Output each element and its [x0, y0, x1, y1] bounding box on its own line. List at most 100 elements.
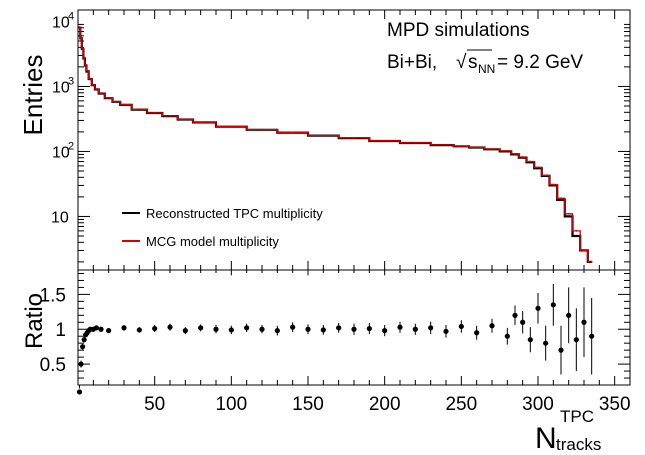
- bottom-ylabel: Ratio: [21, 293, 48, 349]
- ratio-point: [320, 327, 326, 333]
- ratio-point: [458, 323, 464, 330]
- ratio-point: [78, 361, 84, 367]
- point-mcg: [590, 260, 593, 263]
- ratio-point: [543, 340, 549, 346]
- ratio-point: [351, 326, 357, 332]
- x-tick-label: 200: [369, 394, 401, 415]
- ratio-point: [152, 325, 158, 332]
- ratio-point: [259, 326, 265, 332]
- ratio-point: [167, 324, 173, 330]
- point-mcg: [83, 56, 86, 59]
- ratio-point: [213, 326, 219, 332]
- point-mcg: [514, 152, 516, 155]
- ratio-point: [136, 327, 142, 333]
- point-mcg: [169, 115, 171, 117]
- ratio-point: [121, 325, 127, 331]
- ratio-point: [366, 325, 372, 332]
- point-mcg: [89, 77, 92, 80]
- point-mcg: [552, 183, 555, 186]
- annotation-sqrt: √: [456, 52, 467, 73]
- point-reconstructed: [560, 198, 562, 201]
- annotation-s: s: [468, 52, 478, 73]
- x-axis-label-sup: TPC: [560, 407, 594, 426]
- point-mcg: [199, 121, 202, 124]
- ratio-point: [93, 325, 99, 331]
- ratio-point: [504, 333, 510, 339]
- ratio-point: [520, 319, 526, 325]
- ratio-point: [512, 312, 518, 318]
- y-tick-label-top: 10: [52, 14, 70, 31]
- point-mcg: [544, 174, 547, 177]
- point-mcg: [460, 145, 463, 147]
- ratio-point: [98, 326, 104, 332]
- ratio-point: [527, 337, 533, 343]
- point-mcg: [261, 128, 263, 131]
- ratio-point: [305, 326, 311, 332]
- point-mcg: [353, 137, 355, 139]
- ratio-point: [581, 319, 587, 325]
- ratio-point: [198, 325, 204, 331]
- ratio-point: [290, 324, 296, 330]
- ratio-point: [244, 325, 250, 331]
- ratio-point: [489, 323, 495, 329]
- point-mcg: [78, 26, 81, 28]
- y-tick-label-exponent: 4: [68, 10, 74, 22]
- point-mcg: [100, 92, 102, 95]
- ratio-point: [397, 324, 403, 330]
- x-tick-label: 100: [215, 394, 247, 415]
- ratio-point: [81, 337, 87, 343]
- y-tick-label-top: 10: [52, 79, 70, 96]
- point-mcg: [153, 111, 156, 114]
- ratio-point: [535, 305, 541, 311]
- point-mcg: [80, 36, 82, 39]
- point-mcg: [123, 103, 125, 106]
- y-tick-label-bottom: 0.5: [40, 355, 66, 376]
- x-tick-label: 50: [144, 394, 165, 415]
- point-mcg: [383, 139, 386, 142]
- point-mcg: [537, 166, 539, 169]
- ratio-point: [566, 312, 572, 318]
- point-mcg: [491, 148, 493, 150]
- ratio-point: [106, 328, 112, 334]
- ratio-point: [80, 344, 86, 350]
- ratio-point: [428, 325, 434, 331]
- point-mcg: [475, 146, 478, 149]
- y-tick-label-top: 10: [51, 209, 69, 226]
- ratio-point: [274, 328, 280, 334]
- y-tick-label-exponent: 3: [68, 75, 74, 87]
- x-tick-label: 150: [292, 394, 324, 415]
- point-mcg: [184, 118, 187, 121]
- point-mcg: [445, 144, 447, 146]
- point-reconstructed: [575, 235, 578, 237]
- ratio-point: [76, 389, 83, 395]
- ratio-point: [558, 347, 564, 353]
- point-mcg: [414, 141, 417, 144]
- point-mcg: [92, 83, 95, 86]
- point-mcg: [95, 88, 98, 91]
- ratio-point: [228, 327, 234, 333]
- point-mcg: [506, 149, 509, 152]
- ratio-point: [573, 337, 579, 343]
- point-mcg: [575, 229, 578, 232]
- ratio-point: [474, 330, 480, 336]
- y-tick-label-bottom: 1: [55, 320, 66, 341]
- x-tick-label: 350: [599, 394, 631, 415]
- ratio-point: [443, 328, 449, 334]
- point-mcg: [81, 47, 84, 49]
- point-reconstructed: [567, 215, 570, 218]
- point-mcg: [529, 160, 532, 163]
- y-tick-label-bottom: 1.5: [40, 285, 66, 306]
- point-mcg: [521, 156, 524, 158]
- x-axis-label-base: N: [535, 422, 557, 455]
- ratio-point: [182, 328, 188, 334]
- top-ylabel: Entries: [18, 55, 48, 136]
- x-axis-label-sub: tracks: [556, 435, 601, 454]
- x-tick-label: 250: [445, 394, 477, 415]
- legend-label-reco: Reconstructed TPC multiplicity: [146, 206, 323, 221]
- ratio-point: [336, 325, 342, 331]
- point-mcg: [230, 125, 233, 128]
- ratio-point: [550, 302, 556, 308]
- legend-label-mcg: MCG model multiplicity: [146, 234, 279, 249]
